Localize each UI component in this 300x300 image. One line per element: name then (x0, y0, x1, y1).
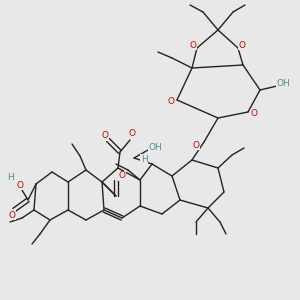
Text: O: O (193, 140, 200, 149)
Text: O: O (250, 110, 257, 118)
Text: O: O (118, 172, 125, 181)
Text: O: O (16, 181, 23, 190)
Text: H: H (141, 154, 147, 164)
Text: O: O (167, 98, 175, 106)
Text: O: O (8, 211, 16, 220)
Text: O: O (101, 131, 109, 140)
Text: O: O (190, 40, 196, 50)
Text: OH: OH (276, 80, 290, 88)
Text: OH: OH (148, 142, 162, 152)
Text: O: O (238, 40, 245, 50)
Text: H: H (7, 172, 14, 182)
Text: O: O (128, 130, 136, 139)
